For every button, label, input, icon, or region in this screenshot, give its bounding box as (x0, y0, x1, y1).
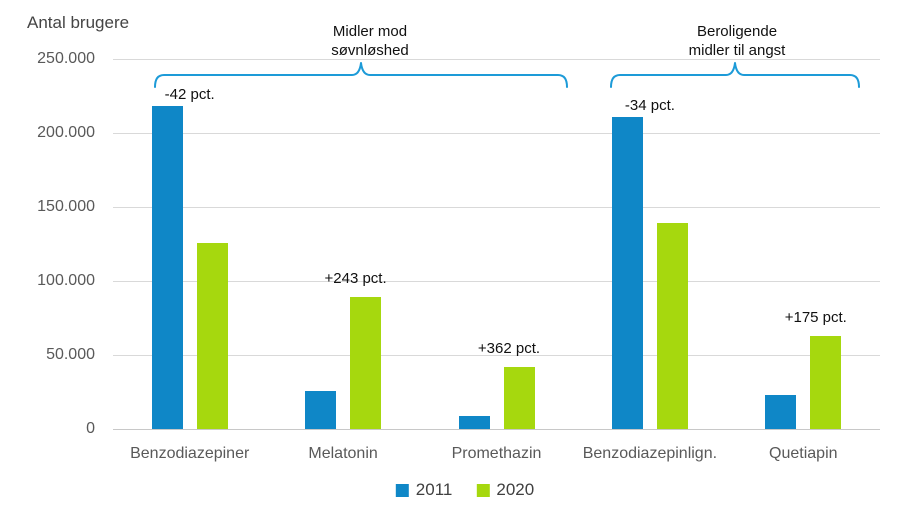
y-axis-tick-label: 0 (86, 420, 95, 437)
chart-title: Antal brugere (27, 13, 130, 32)
bar-2011-promethazin (458, 415, 490, 429)
legend-label-2020: 2020 (496, 480, 535, 499)
bar-2011-quetiapin (765, 394, 797, 429)
bar-2020-benzodiazepinlign (656, 223, 688, 429)
pct-change-annotation-melatonin: +243 pct. (324, 270, 387, 288)
gridline (113, 354, 880, 356)
legend-label-2011: 2011 (415, 480, 453, 499)
legend-swatch-2011 (395, 483, 409, 497)
gridline (113, 206, 880, 208)
legend: 2011 2020 (395, 480, 534, 500)
group-bracket-2 (610, 62, 860, 88)
gridline (113, 280, 880, 282)
y-axis-tick-label: 150.000 (37, 198, 95, 215)
pct-change-annotation-benzodiazepiner: -42 pct. (164, 86, 215, 104)
y-axis-tick-label: 200.000 (37, 124, 95, 141)
y-axis-tick-label: 50.000 (46, 346, 95, 363)
bar-2011-benzodiazepiner (151, 106, 183, 429)
x-axis-category-label-melatonin: Melatonin (308, 445, 378, 462)
group-label-sleep-medicines: Midler mod søvnløshed (331, 23, 409, 59)
legend-swatch-2020 (476, 483, 490, 497)
bar-2011-benzodiazepinlign (611, 116, 643, 429)
gridline (113, 132, 880, 134)
x-axis-category-label-benzodiazepinlign: Benzodiazepinlign. (582, 445, 718, 462)
y-axis-tick-label: 100.000 (37, 272, 95, 289)
x-axis-category-label-benzodiazepiner: Benzodiazepiner (130, 445, 250, 462)
bar-2020-quetiapin (810, 335, 842, 429)
pct-change-annotation-promethazin: +362 pct. (477, 339, 541, 357)
group-bracket-1 (154, 62, 568, 88)
gridline (113, 58, 880, 60)
x-axis-category-label-quetiapin: Quetiapin (769, 445, 838, 462)
group-label-anxiety-medicines: Beroligende midler til angst (688, 23, 786, 59)
legend-item-2020: 2020 (476, 480, 534, 500)
y-axis-tick-label: 250.000 (37, 50, 95, 67)
x-axis-baseline (113, 428, 880, 430)
legend-item-2011: 2011 (395, 480, 453, 500)
bar-2020-promethazin (503, 366, 535, 429)
bar-2020-benzodiazepiner (196, 242, 228, 429)
pct-change-annotation-quetiapin: +175 pct. (784, 308, 847, 326)
bar-2020-melatonin (350, 297, 382, 429)
pct-change-annotation-benzodiazepinlign: -34 pct. (624, 96, 675, 114)
x-axis-category-label-promethazin: Promethazin (451, 445, 542, 462)
bar-2011-melatonin (305, 390, 337, 429)
